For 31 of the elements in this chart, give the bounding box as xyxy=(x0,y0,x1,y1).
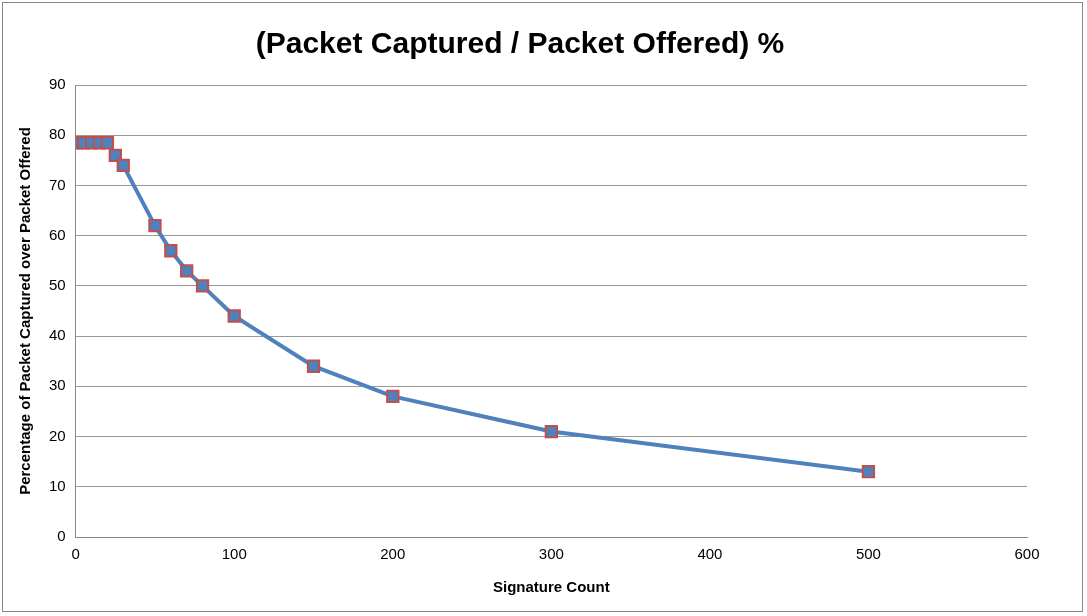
point xyxy=(544,424,558,439)
point xyxy=(100,136,115,150)
chart-title: (Packet Captured / Packet Offered) % xyxy=(255,26,785,60)
y-tick-label: 0 xyxy=(57,527,66,545)
y-tick-label: 90 xyxy=(49,75,66,93)
x-tick-label: 500 xyxy=(855,545,881,563)
point xyxy=(861,465,876,479)
x-tick-label: 0 xyxy=(71,545,80,563)
y-tick-label: 70 xyxy=(49,175,66,193)
point xyxy=(116,158,130,173)
x-tick-label: 200 xyxy=(380,545,406,563)
point xyxy=(195,279,210,293)
y-tick-label: 20 xyxy=(49,426,66,444)
y-tick-label: 60 xyxy=(49,225,66,243)
point xyxy=(386,389,400,404)
x-tick-label: 600 xyxy=(1014,545,1040,563)
point xyxy=(164,244,178,258)
point xyxy=(227,309,241,323)
y-axis-title: Percentage of Packet Captured over Packet Offered xyxy=(16,127,34,495)
x-axis-title: Signature Count xyxy=(493,578,610,596)
y-tick-label: 30 xyxy=(49,376,66,394)
y-tick-label: 80 xyxy=(49,125,66,143)
x-tick-label: 300 xyxy=(538,545,564,563)
x-tick-label: 100 xyxy=(221,545,247,563)
point xyxy=(306,359,321,373)
y-tick-label: 10 xyxy=(49,476,66,494)
point xyxy=(180,264,194,278)
y-tick-label: 50 xyxy=(49,276,66,294)
y-tick-label: 40 xyxy=(49,326,66,344)
x-tick-label: 400 xyxy=(697,545,723,563)
point xyxy=(148,218,162,233)
